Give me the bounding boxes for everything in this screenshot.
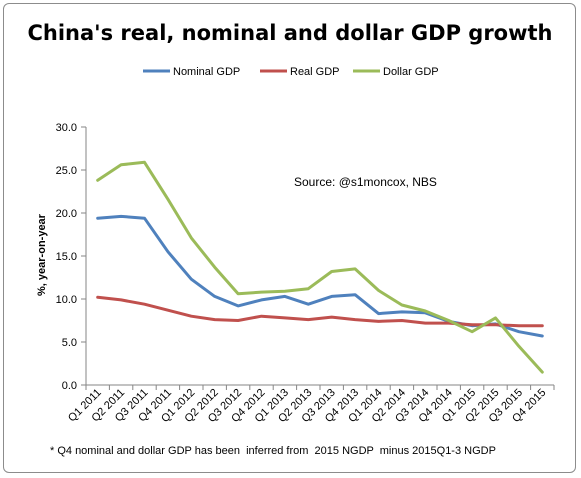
y-axis-title: %, year-on-year — [36, 213, 48, 296]
legend-label-real-gdp: Real GDP — [290, 66, 340, 78]
series-lines — [96, 160, 544, 374]
legend: Nominal GDP Real GDP Dollar GDP — [143, 66, 439, 78]
y-tick-label: 5.0 — [62, 337, 77, 349]
y-tick-label: 30.0 — [56, 122, 77, 134]
legend-label-dollar-gdp: Dollar GDP — [383, 66, 439, 78]
series-line-dollar-gdp — [96, 160, 544, 374]
y-tick-label: 10.0 — [56, 294, 77, 306]
y-tick-label: 0.0 — [62, 380, 77, 392]
chart-frame — [3, 3, 576, 473]
y-tick-label: 25.0 — [56, 165, 77, 177]
legend-label-nominal-gdp: Nominal GDP — [173, 66, 240, 78]
series-line-real-gdp — [96, 295, 544, 328]
footnote: * Q4 nominal and dollar GDP has been inf… — [50, 445, 496, 457]
source-annotation: Source: @s1moncox, NBS — [294, 175, 437, 189]
y-tick-label: 20.0 — [56, 208, 77, 220]
y-tick-label: 15.0 — [56, 251, 77, 263]
chart-title: China's real, nominal and dollar GDP gro… — [28, 21, 553, 45]
